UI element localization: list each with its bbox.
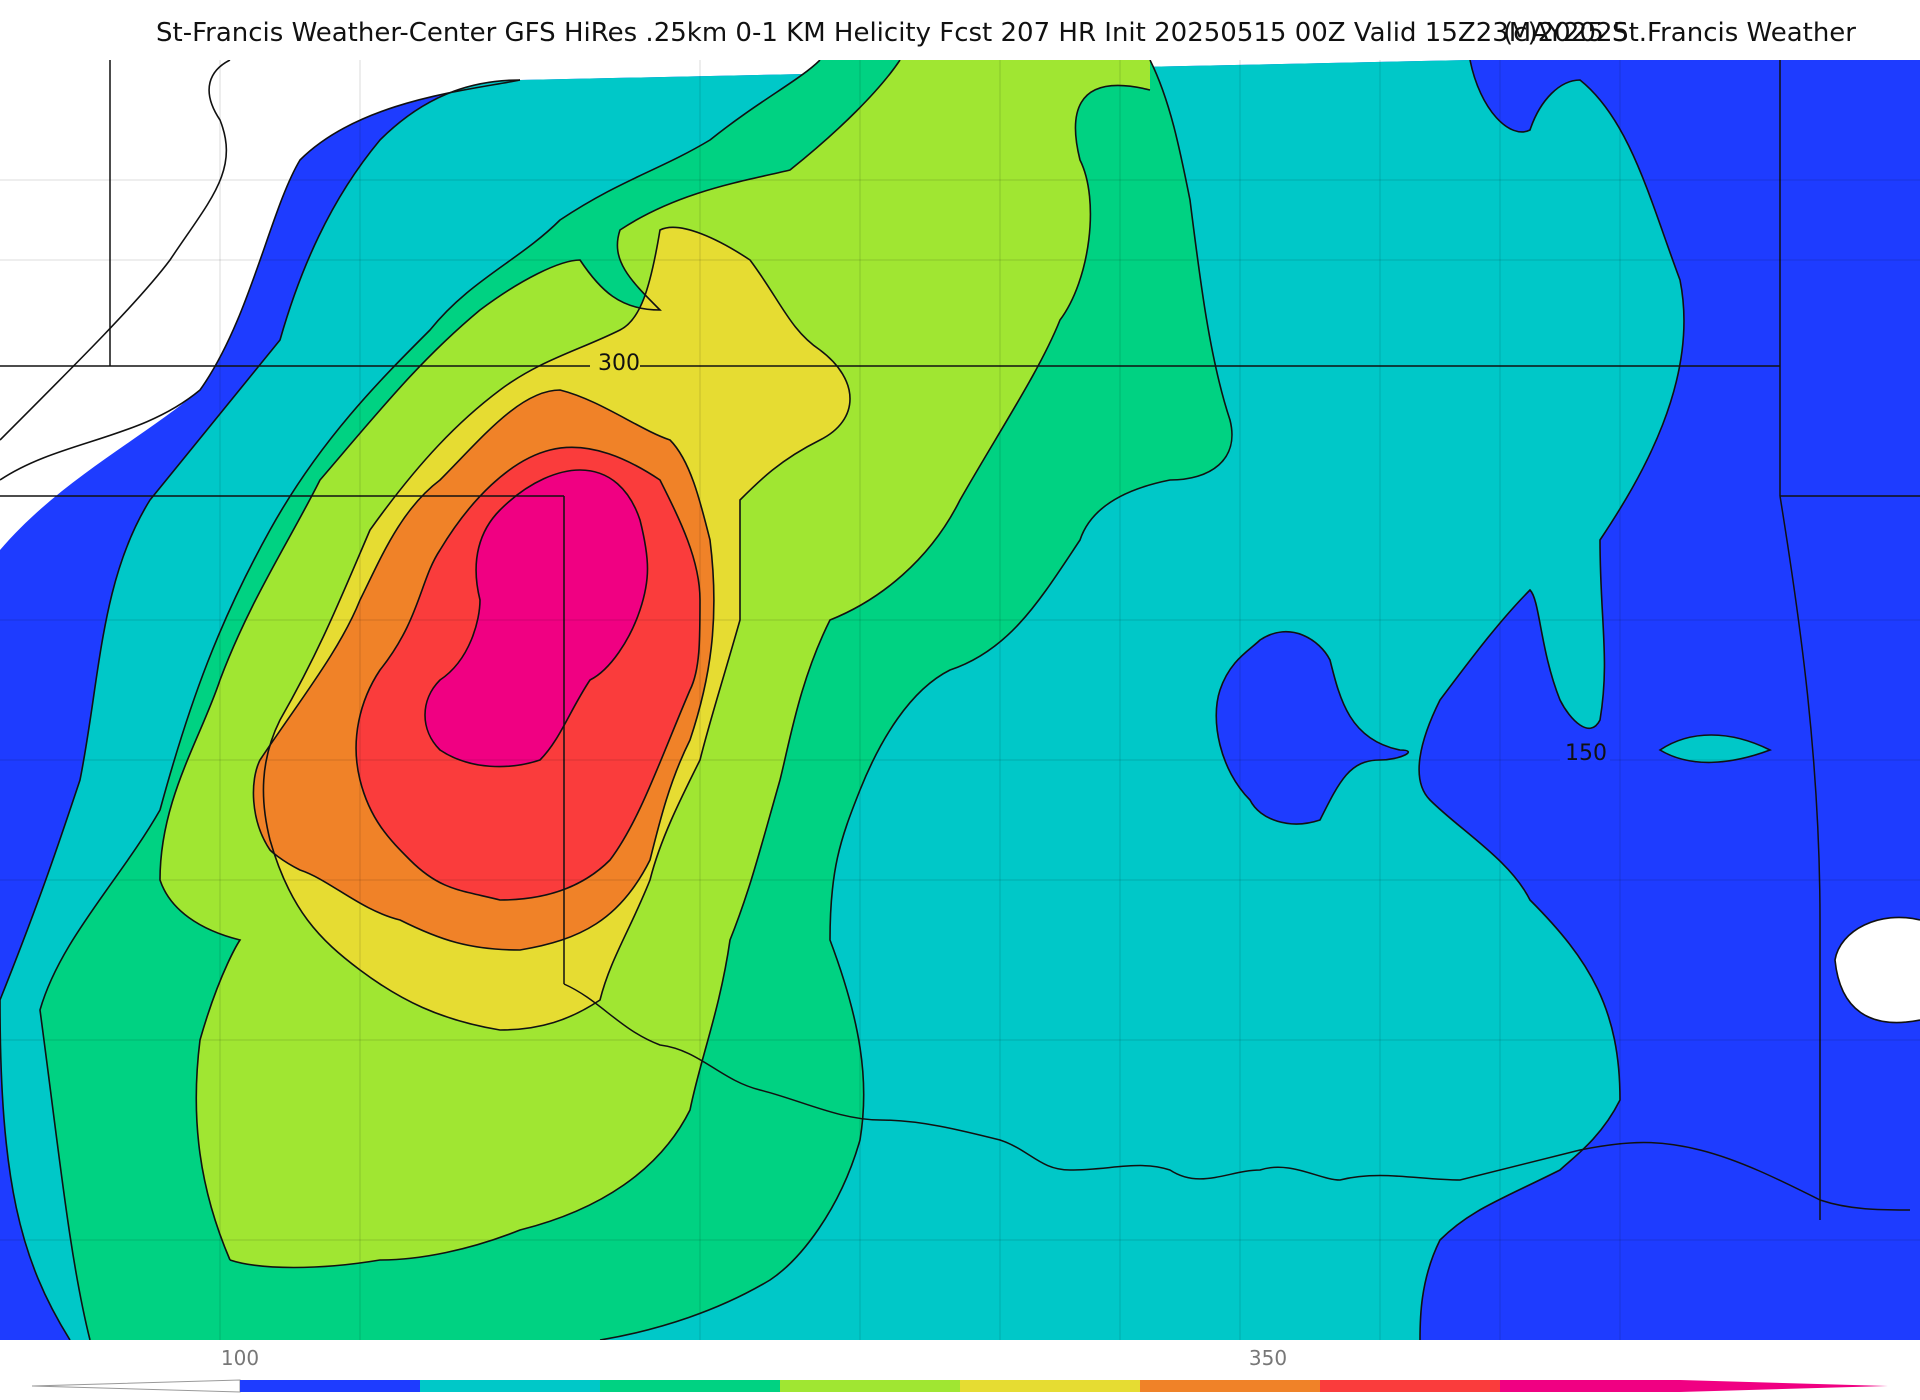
map-title-bar: St-Francis Weather-Center GFS HiRes .25k…	[0, 14, 1920, 54]
contour-lines	[0, 60, 1920, 1340]
colorbar-bin	[1140, 1380, 1320, 1392]
colorbar-bin	[1320, 1380, 1500, 1392]
copyright-credit: (c)2025 St.Francis Weather	[1503, 18, 1856, 48]
contour-line-lime-right	[229, 84, 1151, 1269]
contour-line-cyan	[0, 79, 521, 1340]
contour-line-red	[355, 446, 701, 901]
state-borders	[0, 60, 1920, 1220]
river-border	[563, 983, 1911, 1211]
contour-line-green	[39, 60, 821, 1340]
contour-line-outer	[0, 79, 521, 481]
contour-line-east	[1418, 60, 1685, 1340]
contour-fill-magenta	[425, 470, 648, 767]
contour-fill-cyan-lens	[1660, 735, 1770, 763]
state-border-line	[1779, 495, 1821, 1220]
contour-fill-white-hole	[1835, 917, 1920, 1023]
colorbar-bin	[420, 1380, 600, 1392]
colorbar-bin	[960, 1380, 1140, 1392]
colorbar-bin	[240, 1380, 420, 1392]
contour-label-bg	[1560, 740, 1610, 766]
map-title: St-Francis Weather-Center GFS HiRes .25k…	[156, 18, 1630, 48]
colorbar-bin	[780, 1380, 960, 1392]
helicity-map: 300 150	[0, 60, 1920, 1340]
contour-label-300: 300	[598, 351, 640, 376]
contour-line-white-left	[0, 60, 231, 441]
contour-line-green-right	[599, 60, 1233, 1340]
colorbar-tick-label: 350	[1248, 1346, 1288, 1370]
colorbar-bin	[600, 1380, 780, 1392]
contour-line-orange	[252, 389, 715, 951]
contour-line-lime	[159, 60, 901, 1261]
colorbar-bins	[240, 1380, 1680, 1392]
colorbar-high-arrow	[1680, 1380, 1888, 1392]
colorbar-tick-label: 100	[220, 1346, 260, 1370]
color-legend: 100 350	[0, 1340, 1920, 1400]
contour-line-cyan-lens	[1658, 734, 1773, 764]
colorbar-bin	[1500, 1380, 1680, 1392]
contour-line-yellow	[262, 226, 851, 1031]
contour-line-blue-blob	[1215, 630, 1409, 825]
contour-line-magenta	[424, 469, 649, 768]
contour-label-150: 150	[1565, 741, 1607, 766]
map-canvas: 300 150	[0, 60, 1920, 1340]
contour-label-bg	[590, 350, 640, 376]
contour-line-white-hole	[1834, 916, 1920, 1024]
contour-fill-blue-blob	[1216, 631, 1409, 824]
colorbar-svg	[31, 1379, 1888, 1393]
colorbar-low-arrow	[31, 1379, 241, 1393]
